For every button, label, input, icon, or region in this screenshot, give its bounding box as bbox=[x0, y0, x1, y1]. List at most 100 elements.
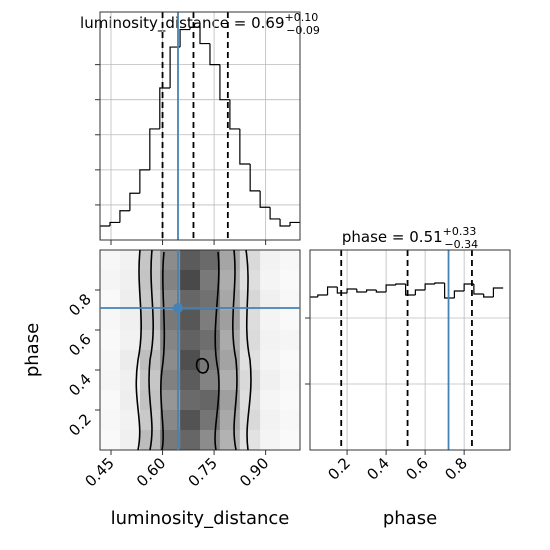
y-axis-label: phase bbox=[22, 323, 43, 377]
panel-title: luminosity_distance = 0.69+0.10 −0.09 bbox=[80, 11, 320, 37]
density-cell bbox=[260, 290, 281, 310]
truth-point bbox=[173, 303, 184, 313]
hist-step bbox=[269, 207, 281, 220]
density-cell bbox=[280, 270, 300, 290]
hist-step bbox=[473, 284, 484, 295]
density-cell bbox=[160, 370, 181, 390]
density-cell bbox=[180, 330, 200, 350]
density-cell bbox=[180, 270, 200, 290]
hist-step bbox=[259, 190, 271, 208]
density-cell bbox=[119, 390, 140, 410]
density-cell bbox=[180, 290, 200, 310]
density-cell bbox=[100, 390, 120, 410]
x-axis-label: luminosity_distance bbox=[111, 508, 290, 529]
contour bbox=[232, 249, 238, 451]
hist-step bbox=[336, 287, 348, 294]
density-cell bbox=[180, 370, 200, 390]
density-cell bbox=[219, 250, 240, 270]
hist-step bbox=[365, 289, 377, 292]
contour bbox=[245, 249, 252, 451]
hist-step bbox=[139, 169, 150, 194]
density-cell bbox=[119, 250, 140, 270]
hist-step bbox=[249, 164, 261, 192]
hist-step bbox=[326, 286, 338, 295]
x-axis-label: phase bbox=[383, 508, 437, 529]
histogram bbox=[310, 250, 510, 450]
x-tick-label: 0.45 bbox=[81, 454, 117, 490]
density-cell bbox=[160, 310, 181, 330]
density-cell bbox=[119, 290, 140, 310]
hist-step bbox=[219, 64, 230, 101]
density-cell bbox=[239, 270, 261, 290]
density-cell bbox=[280, 310, 300, 330]
title-sub: −0.09 bbox=[286, 24, 320, 37]
density-cell bbox=[160, 250, 181, 270]
y-tick-label: 0.6 bbox=[65, 330, 95, 360]
density-cell bbox=[160, 330, 181, 350]
density-cell bbox=[200, 330, 220, 350]
density-cell bbox=[139, 410, 161, 430]
density-cell bbox=[139, 430, 161, 450]
density-cell bbox=[280, 250, 300, 270]
density-cell bbox=[160, 350, 181, 370]
density-cell bbox=[180, 410, 200, 430]
density-cell bbox=[239, 430, 261, 450]
density-cell bbox=[200, 290, 220, 310]
hist-step bbox=[109, 221, 120, 226]
density-cell bbox=[100, 290, 120, 310]
density-cell bbox=[280, 430, 300, 450]
plot-area: 0.45 0.60 0.75 0.90 0.2 0.4 0.6 0.8 bbox=[81, 11, 511, 490]
density-cell bbox=[260, 250, 281, 270]
density-cell bbox=[260, 430, 281, 450]
hist-step bbox=[405, 284, 416, 296]
density-cell bbox=[219, 270, 240, 290]
density-cell bbox=[119, 330, 140, 350]
density-cell bbox=[119, 350, 140, 370]
y-tick-label: 0.2 bbox=[65, 410, 95, 440]
title-sup: +0.33 bbox=[443, 225, 477, 238]
density-cell bbox=[200, 390, 220, 410]
density-cell bbox=[180, 390, 200, 410]
hist-step bbox=[229, 99, 240, 130]
density-cell bbox=[239, 290, 261, 310]
density-cell bbox=[180, 350, 200, 370]
axes-frame bbox=[99, 249, 301, 451]
contour bbox=[195, 357, 210, 374]
density-cell bbox=[280, 390, 300, 410]
hist-step bbox=[414, 289, 426, 295]
density-cell bbox=[100, 350, 120, 370]
density-cell bbox=[139, 270, 161, 290]
density-cell bbox=[280, 330, 300, 350]
density-cell bbox=[239, 410, 261, 430]
density-cell bbox=[139, 250, 161, 270]
hist-step bbox=[463, 283, 474, 291]
density-cell bbox=[219, 310, 240, 330]
density-cell bbox=[139, 330, 161, 350]
density-cell bbox=[100, 310, 120, 330]
density-cell bbox=[200, 270, 220, 290]
contours bbox=[135, 249, 252, 451]
hist-step bbox=[310, 296, 318, 298]
title-sup: +0.10 bbox=[285, 11, 319, 24]
density-cell bbox=[160, 430, 181, 450]
hist-step bbox=[289, 221, 300, 226]
hist-step bbox=[483, 294, 494, 298]
axes-frame bbox=[99, 11, 301, 241]
density-cell bbox=[100, 270, 120, 290]
hist-step bbox=[100, 225, 110, 240]
hist-step bbox=[453, 290, 465, 298]
density-cell bbox=[219, 410, 240, 430]
density-cell bbox=[100, 370, 120, 390]
density-cell bbox=[239, 330, 261, 350]
density-cell bbox=[100, 330, 120, 350]
title-main: phase = 0.51 bbox=[342, 228, 443, 246]
density-cell bbox=[180, 310, 200, 330]
contour bbox=[160, 251, 166, 451]
density-cell bbox=[200, 350, 220, 370]
density-cell bbox=[119, 270, 140, 290]
density-cell bbox=[139, 290, 161, 310]
hist-step bbox=[492, 287, 504, 297]
hist-step bbox=[209, 43, 220, 66]
hist-step bbox=[385, 284, 396, 292]
density bbox=[100, 250, 300, 450]
